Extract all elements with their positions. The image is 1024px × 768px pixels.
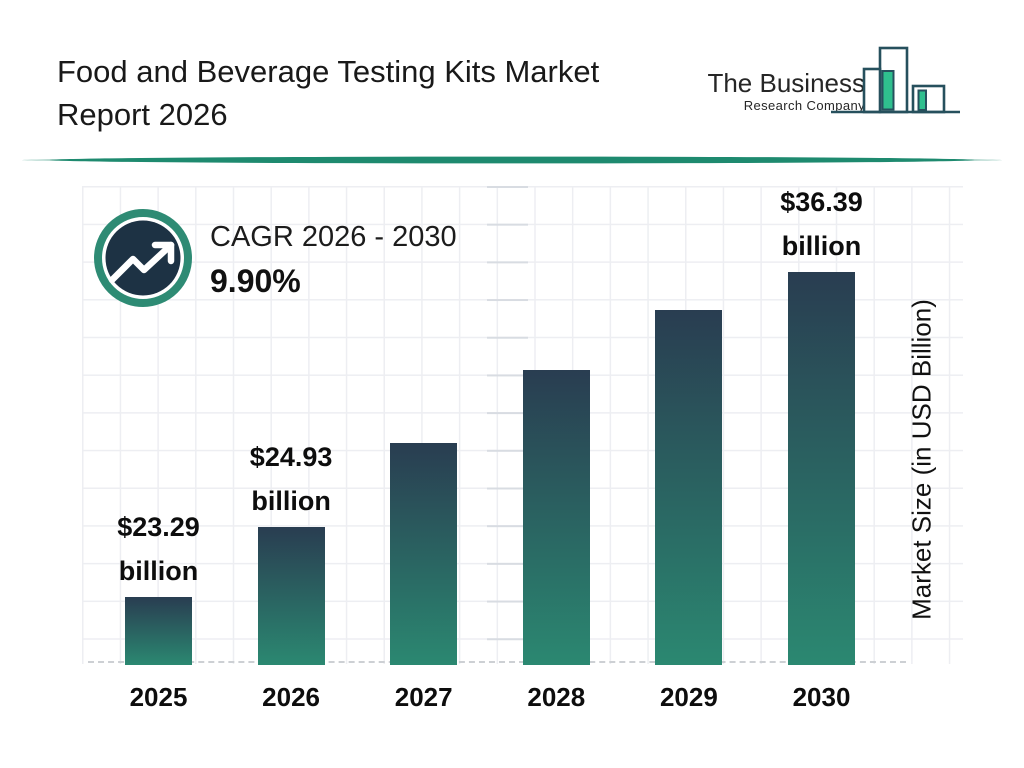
x-axis-line xyxy=(88,661,906,663)
bar-2026 xyxy=(257,527,325,665)
x-tick-2027: 2027 xyxy=(394,682,453,712)
x-tick-2025: 2025 xyxy=(129,682,188,712)
x-tick-2029: 2029 xyxy=(659,682,718,712)
bar-value-amount: $36.39 xyxy=(780,187,863,217)
bar-value-label-2026: $24.93 billion xyxy=(201,435,381,523)
cagr-value: 9.90% xyxy=(210,263,301,299)
bar-value-label-2030: $36.39 billion xyxy=(732,180,912,268)
x-tick-2030: 2030 xyxy=(792,682,851,712)
bar-value-unit: billion xyxy=(251,486,331,516)
bar-value-label-2025: $23.29 billion xyxy=(69,505,249,593)
bar-value-amount: $24.93 xyxy=(249,442,333,472)
chart-grid-tick-column xyxy=(487,186,528,664)
bar-2027 xyxy=(390,443,458,665)
bar-2030 xyxy=(788,272,855,665)
bar-2029 xyxy=(655,310,723,665)
bar-value-unit: billion xyxy=(118,556,199,586)
x-tick-2026: 2026 xyxy=(262,682,321,712)
cagr-period-label: CAGR 2026 - 2030 xyxy=(210,221,457,253)
bar-value-unit: billion xyxy=(781,231,862,261)
trending-up-icon xyxy=(94,209,192,307)
bar-2025 xyxy=(125,597,192,665)
page-title-line1: Food and Beverage Testing Kits Market xyxy=(57,54,600,89)
page-title-line2: Report 2026 xyxy=(57,97,228,132)
x-tick-2028: 2028 xyxy=(527,682,586,712)
bar-chart-skyline-icon xyxy=(831,46,960,114)
logo-wordmark: The Business Research Company xyxy=(700,70,865,112)
logo-subname: Research Company xyxy=(743,98,865,113)
page-title: Food and Beverage Testing Kits Market Re… xyxy=(57,50,697,136)
bar-2028 xyxy=(522,370,590,665)
logo-name: The Business xyxy=(707,68,865,98)
bar-value-amount: $23.29 xyxy=(117,512,200,542)
divider-line xyxy=(22,156,1002,164)
y-axis-label: Market Size (in USD Billion) xyxy=(906,299,937,620)
